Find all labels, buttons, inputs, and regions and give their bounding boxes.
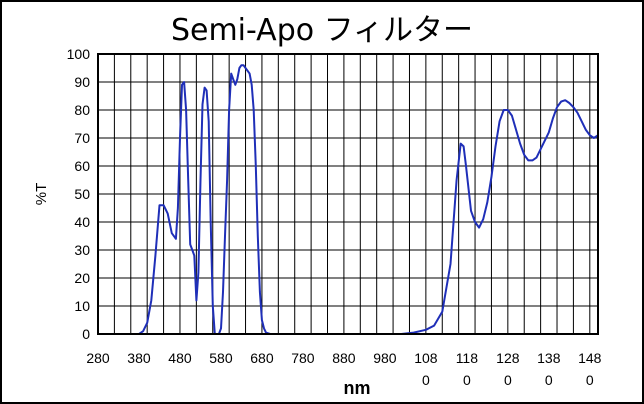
x-tick-label: 128 bbox=[496, 350, 520, 366]
x-tick-label: 0 bbox=[463, 372, 471, 388]
grid-layer bbox=[97, 53, 598, 335]
y-tick-label: 40 bbox=[74, 214, 90, 230]
y-tick-label: 10 bbox=[74, 298, 90, 314]
x-tick-labels: 280 380 480 580 680 780 880 980 1080118012801380… bbox=[86, 350, 601, 388]
x-tick-label: 580 bbox=[209, 350, 233, 366]
y-tick-label: 20 bbox=[74, 270, 90, 286]
x-tick-label: 118 bbox=[456, 350, 479, 366]
y-tick-label: 90 bbox=[74, 74, 90, 90]
y-tick-label: 0 bbox=[82, 326, 90, 342]
x-tick-label: 380 bbox=[127, 350, 151, 366]
x-tick-label: 0 bbox=[422, 372, 430, 388]
y-tick-labels: 0 10 20 30 40 50 60 70 80 90 100 bbox=[67, 46, 91, 342]
y-tick-label: 50 bbox=[74, 186, 90, 202]
y-tick-label: 80 bbox=[74, 102, 90, 118]
x-axis-title: nm bbox=[344, 378, 371, 398]
y-axis-title: %T bbox=[33, 183, 50, 206]
x-tick-label: 148 bbox=[578, 350, 602, 366]
x-tick-label: 980 bbox=[373, 350, 397, 366]
x-tick-label: 280 bbox=[86, 350, 110, 366]
plot-border bbox=[97, 53, 599, 335]
x-tick-label: 880 bbox=[332, 350, 356, 366]
x-tick-label: 0 bbox=[504, 372, 512, 388]
x-tick-label: 0 bbox=[586, 372, 594, 388]
x-tick-label: 680 bbox=[250, 350, 274, 366]
x-tick-label: 780 bbox=[291, 350, 315, 366]
x-tick-label: 108 bbox=[414, 350, 438, 366]
transmission-series-line bbox=[97, 64, 599, 335]
y-tick-label: 100 bbox=[67, 46, 91, 62]
y-tick-label: 70 bbox=[74, 130, 90, 146]
y-tick-label: 30 bbox=[74, 242, 90, 258]
series-layer bbox=[97, 64, 599, 335]
x-tick-label: 138 bbox=[537, 350, 561, 366]
x-tick-label: 0 bbox=[545, 372, 553, 388]
x-tick-label: 480 bbox=[168, 350, 192, 366]
chart-title: Semi-Apo フィルター bbox=[171, 13, 473, 48]
y-tick-label: 60 bbox=[74, 158, 90, 174]
